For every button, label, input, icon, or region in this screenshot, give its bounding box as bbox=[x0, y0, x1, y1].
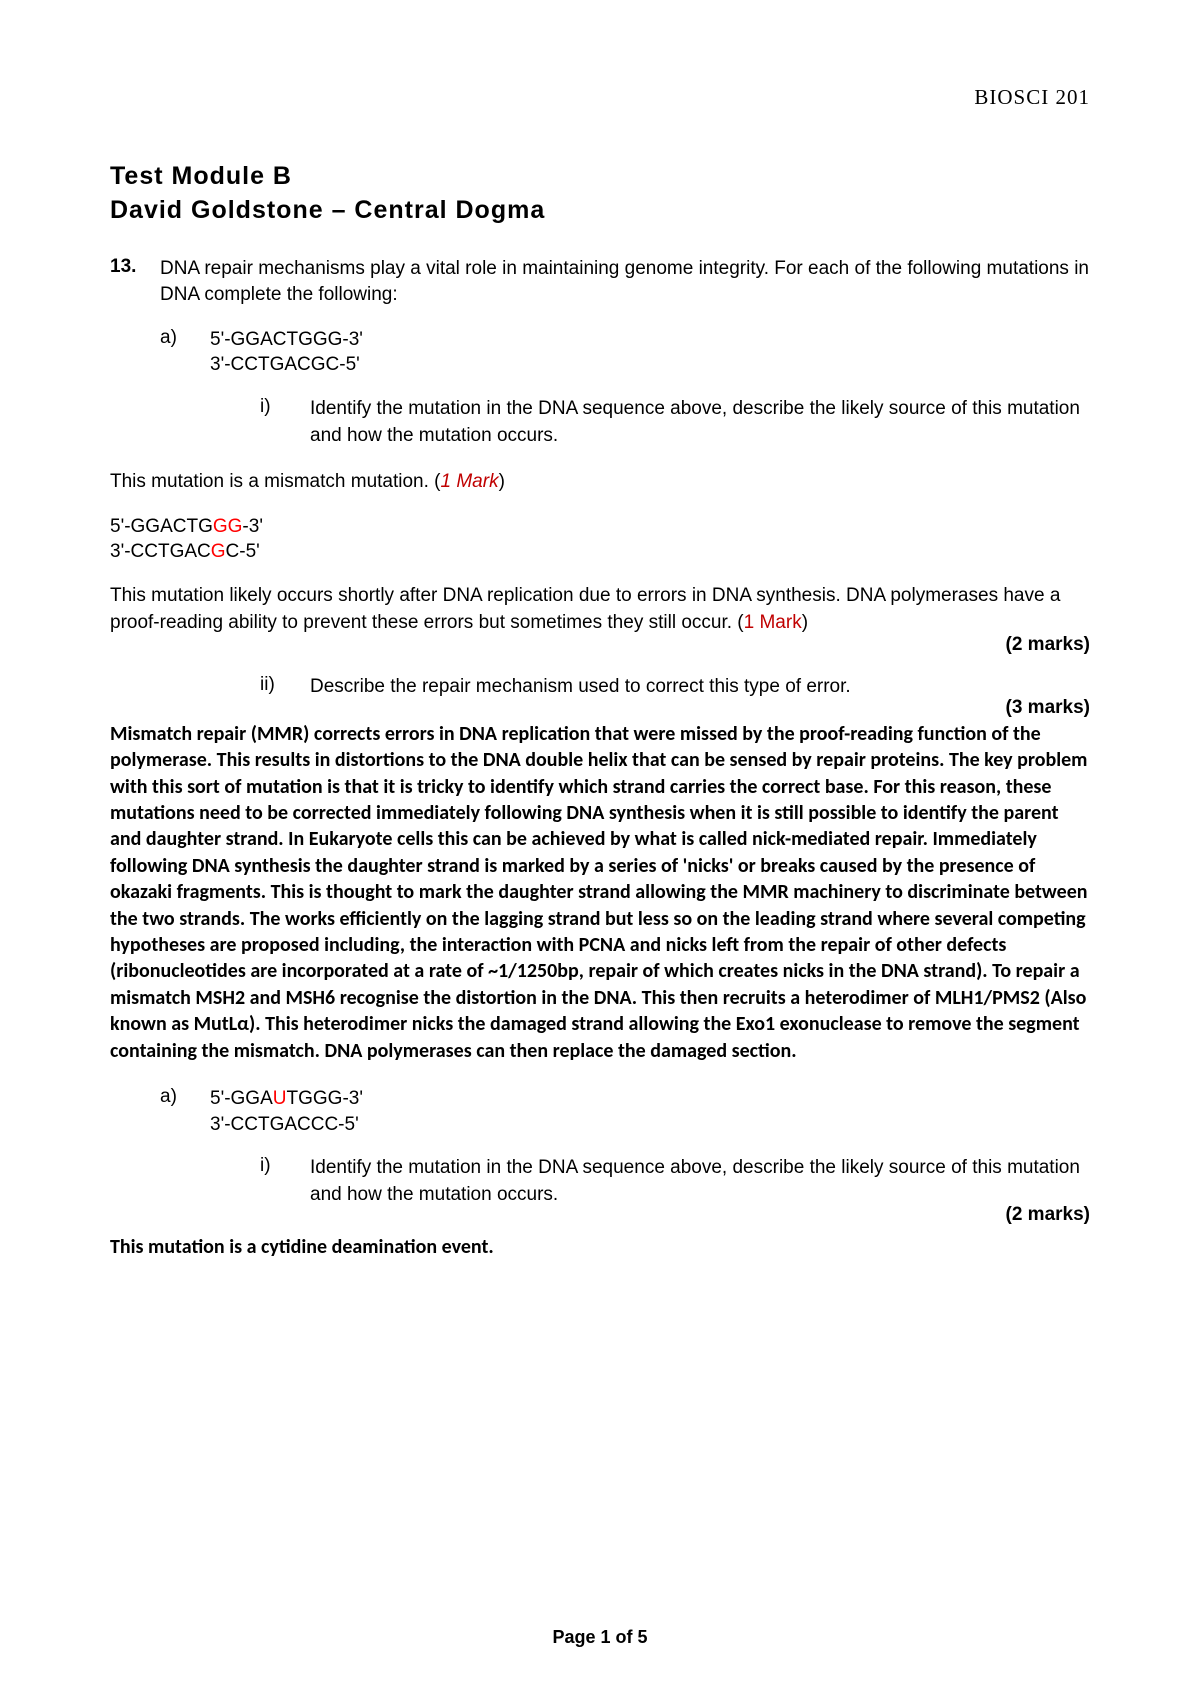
part-a2-i-label: i) bbox=[260, 1155, 310, 1208]
question-number: 13. bbox=[110, 256, 160, 309]
answer-mismatch: This mutation is a mismatch mutation. (1… bbox=[110, 469, 1090, 496]
page-title: Test Module B David Goldstone – Central … bbox=[110, 160, 1090, 228]
title-line1: Test Module B bbox=[110, 160, 1090, 194]
seq-frag-red: GG bbox=[213, 516, 243, 537]
answer-explanation: This mutation likely occurs shortly afte… bbox=[110, 583, 1090, 636]
part-i-label: i) bbox=[260, 396, 310, 449]
deamination-answer: This mutation is a cytidine deamination … bbox=[110, 1234, 1090, 1260]
part-a2-i-text: Identify the mutation in the DNA sequenc… bbox=[310, 1155, 1090, 1208]
ans2-mark: 1 Mark bbox=[744, 612, 802, 633]
part-ii-label: ii) bbox=[260, 674, 310, 701]
part-a-i: i) Identify the mutation in the DNA sequ… bbox=[260, 396, 1090, 449]
seq-frag-red: U bbox=[273, 1088, 287, 1109]
part-a-label: a) bbox=[160, 327, 210, 378]
sequence-top-2: 5'-GGAUTGGG-3' bbox=[210, 1086, 363, 1112]
question-13: 13. DNA repair mechanisms play a vital r… bbox=[110, 256, 1090, 309]
mmr-answer: Mismatch repair (MMR) corrects errors in… bbox=[110, 721, 1090, 1064]
part-a2-i: i) Identify the mutation in the DNA sequ… bbox=[260, 1155, 1090, 1208]
answer-sequence: 5'-GGACTGGG-3' 3'-CCTGACGC-5' bbox=[110, 514, 1090, 565]
seq-frag: 5'-GGACTG bbox=[110, 516, 213, 537]
seq-frag: C-5' bbox=[226, 541, 260, 562]
ans1-post: ) bbox=[499, 471, 505, 492]
seq-frag: TGGG-3' bbox=[287, 1088, 363, 1109]
ans-seq-top: 5'-GGACTGGG-3' bbox=[110, 514, 1090, 540]
seq-frag-red: G bbox=[211, 541, 226, 562]
sequence-top: 5'-GGACTGGG-3' bbox=[210, 327, 363, 353]
part-ii-text: Describe the repair mechanism used to co… bbox=[310, 674, 851, 701]
ans2-post: ) bbox=[802, 612, 808, 633]
seq-frag: 5'-GGA bbox=[210, 1088, 273, 1109]
seq-frag: 3'-CCTGAC bbox=[110, 541, 211, 562]
part-i-text: Identify the mutation in the DNA sequenc… bbox=[310, 396, 1090, 449]
seq-frag: -3' bbox=[242, 516, 263, 537]
part-a2-label: a) bbox=[160, 1086, 210, 1137]
course-code: BIOSCI 201 bbox=[110, 85, 1090, 110]
ans1-pre: This mutation is a mismatch mutation. ( bbox=[110, 471, 441, 492]
page-footer: Page 1 of 5 bbox=[0, 1627, 1200, 1648]
ans-seq-bot: 3'-CCTGACGC-5' bbox=[110, 539, 1090, 565]
ans1-mark: 1 Mark bbox=[441, 471, 499, 492]
question-text: DNA repair mechanisms play a vital role … bbox=[160, 256, 1090, 309]
title-line2: David Goldstone – Central Dogma bbox=[110, 194, 1090, 228]
part-a: a) 5'-GGACTGGG-3' 3'-CCTGACGC-5' bbox=[160, 327, 1090, 378]
part-a2-sequence: 5'-GGAUTGGG-3' 3'-CCTGACCC-5' bbox=[210, 1086, 363, 1137]
ans2-pre: This mutation likely occurs shortly afte… bbox=[110, 585, 1060, 633]
part-a2: a) 5'-GGAUTGGG-3' 3'-CCTGACCC-5' bbox=[160, 1086, 1090, 1137]
part-a-sequence: 5'-GGACTGGG-3' 3'-CCTGACGC-5' bbox=[210, 327, 363, 378]
sequence-bottom: 3'-CCTGACGC-5' bbox=[210, 352, 363, 378]
sequence-bottom-2: 3'-CCTGACCC-5' bbox=[210, 1112, 363, 1138]
marks-2: (2 marks) bbox=[110, 634, 1090, 656]
